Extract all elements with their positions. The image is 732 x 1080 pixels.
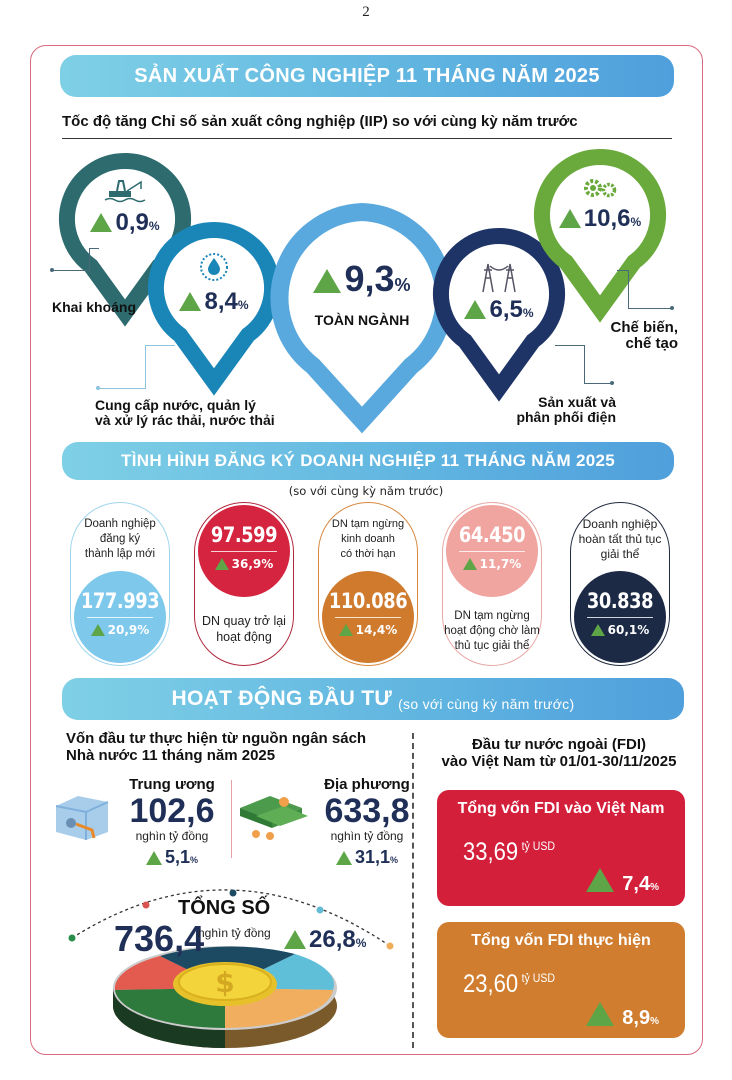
- fdi-registered-change: 7,4: [622, 873, 651, 895]
- iip-subtitle: Tốc độ tăng Chỉ số sản xuất công nghiệp …: [62, 113, 672, 139]
- section-divider: [412, 733, 414, 1048]
- total-value: 736,4: [114, 918, 205, 959]
- total-label: TOÀN NGÀNH: [314, 312, 410, 328]
- investment-banner: HOẠT ĐỘNG ĐẦU TƯ (so với cùng kỳ năm trướ…: [62, 678, 684, 720]
- enterprise-banner: TÌNH HÌNH ĐĂNG KÝ DOANH NGHIỆP 11 THÁNG …: [62, 442, 674, 480]
- card-dissolved-enterprises: Doanh nghiệp hoàn tất thủ tục giải thể 30.…: [570, 502, 670, 666]
- local-budget: Địa phương 633,8 nghìn tỷ đồng 31,1%: [312, 776, 422, 868]
- card-change: 11,7%: [479, 557, 522, 571]
- total-value: 9,3: [344, 258, 395, 299]
- power-value: 6,5: [489, 296, 523, 323]
- fdi-disbursed-change: 8,9: [622, 1007, 651, 1029]
- industry-banner: SẢN XUẤT CÔNG NGHIỆP 11 THÁNG NĂM 2025: [60, 55, 674, 97]
- central-value: 102,6: [129, 792, 215, 830]
- central-change: 5,1: [164, 847, 190, 867]
- pin-manufacturing: 10,6%: [534, 148, 666, 323]
- enterprise-note: (so với cùng kỳ năm trước): [288, 484, 444, 498]
- coin-donut-icon: $: [113, 946, 337, 1048]
- card-new-enterprises: Doanh nghiệp đăng ký thành lập mới 177.993…: [70, 502, 170, 666]
- gears-icon: [584, 179, 617, 198]
- mining-value: 0,9: [115, 209, 149, 236]
- card-returned-enterprises: 97.599 36,9% DN quay trở lại hoạt động: [194, 502, 294, 666]
- power-tower-icon: [482, 263, 516, 293]
- card-change: 36,9%: [231, 557, 274, 571]
- fdi-registered-label: Tổng vốn FDI vào Việt Nam: [457, 800, 665, 817]
- arc-dot: [142, 901, 150, 909]
- local-label: Địa phương: [324, 776, 410, 793]
- central-unit: nghìn tỷ đồng: [135, 829, 209, 843]
- card-value: 110.086: [328, 589, 408, 613]
- card-value: 30.838: [586, 589, 654, 613]
- water-value: 8,4: [204, 288, 238, 315]
- card-suspended-enterprises: DN tạm ngừng kinh doanh có thời hạn 110.08…: [318, 502, 418, 666]
- svg-text:$: $: [215, 966, 234, 999]
- card-label: DN tạm ngừng hoạt động chờ làm thủ tục giả…: [444, 610, 540, 652]
- card-label: DN tạm ngừng kinh doanh có thời hạn: [331, 518, 405, 560]
- card-label: Doanh nghiệp hoàn tất thủ tục giải thể: [578, 517, 662, 561]
- water-drop-icon: [200, 253, 228, 281]
- manufacturing-value: 10,6: [583, 205, 631, 232]
- arc-dot: [386, 942, 394, 950]
- local-change: 31,1: [354, 847, 391, 867]
- total-unit: nghìn tỷ đồng: [198, 926, 271, 940]
- fdi-disbursed-label: Tổng vốn FDI thực hiện: [471, 932, 651, 949]
- total-illustration: $: [68, 889, 394, 1048]
- infographic-frame: [30, 45, 703, 1055]
- local-unit: nghìn tỷ đồng: [330, 829, 404, 843]
- card-label: Doanh nghiệp đăng ký thành lập mới: [84, 518, 156, 560]
- local-value: 633,8: [324, 792, 410, 830]
- fdi-title: Đầu tư nước ngoài (FDI) vào Việt Nam từ 0…: [441, 736, 677, 770]
- pin-water: 8,4%: [148, 221, 280, 396]
- pin-mining: 0,9%: [59, 152, 191, 327]
- total-change: 26,8: [309, 926, 356, 953]
- central-budget: Trung ương 102,6 nghìn tỷ đồng 5,1%: [122, 776, 222, 868]
- arc-dot: [68, 934, 76, 942]
- arc-dot: [316, 906, 324, 914]
- manufacturing-label: Chế biến, chế tạo: [610, 319, 678, 352]
- card-awaiting-dissolution: 64.450 11,7% DN tạm ngừng hoạt động chờ l…: [442, 502, 542, 666]
- card-change: 14,4%: [355, 623, 398, 637]
- card-value: 97.599: [210, 523, 278, 547]
- divider: [231, 780, 232, 858]
- pin-total: 9,3% TOÀN NGÀNH: [269, 202, 455, 434]
- oil-rig-icon: [104, 180, 146, 203]
- fdi-registered-card: Tổng vốn FDI vào Việt Nam 33,69 tỷ USD 7,…: [437, 790, 685, 906]
- mining-label: Khai khoáng: [52, 299, 137, 315]
- card-value: 177.993: [80, 589, 160, 613]
- fdi-disbursed-value: 23,60: [463, 970, 519, 998]
- card-value: 64.450: [458, 523, 526, 547]
- money-stack-icon: [240, 796, 308, 840]
- central-label: Trung ương: [129, 776, 215, 793]
- fdi-disbursed-card: Tổng vốn FDI thực hiện 23,60 tỷ USD 8,9%: [437, 922, 685, 1038]
- card-change: 20,9%: [107, 623, 150, 637]
- water-label: Cung cấp nước, quản lý và xử lý rác thải,…: [95, 397, 275, 428]
- arc-dot: [229, 889, 237, 897]
- card-label: DN quay trở lại hoạt động: [202, 614, 286, 644]
- card-change: 60,1%: [607, 623, 650, 637]
- page-number: 2: [362, 4, 370, 20]
- fdi-registered-value: 33,69: [463, 838, 519, 866]
- pin-power: 6,5%: [433, 227, 565, 402]
- power-label: Sản xuất và phân phối điện: [516, 394, 616, 425]
- treasury-building-icon: [55, 796, 109, 840]
- state-budget-title: Vốn đầu tư thực hiện từ nguồn ngân sách N…: [66, 730, 367, 764]
- total-label: TỔNG SỐ: [178, 897, 271, 919]
